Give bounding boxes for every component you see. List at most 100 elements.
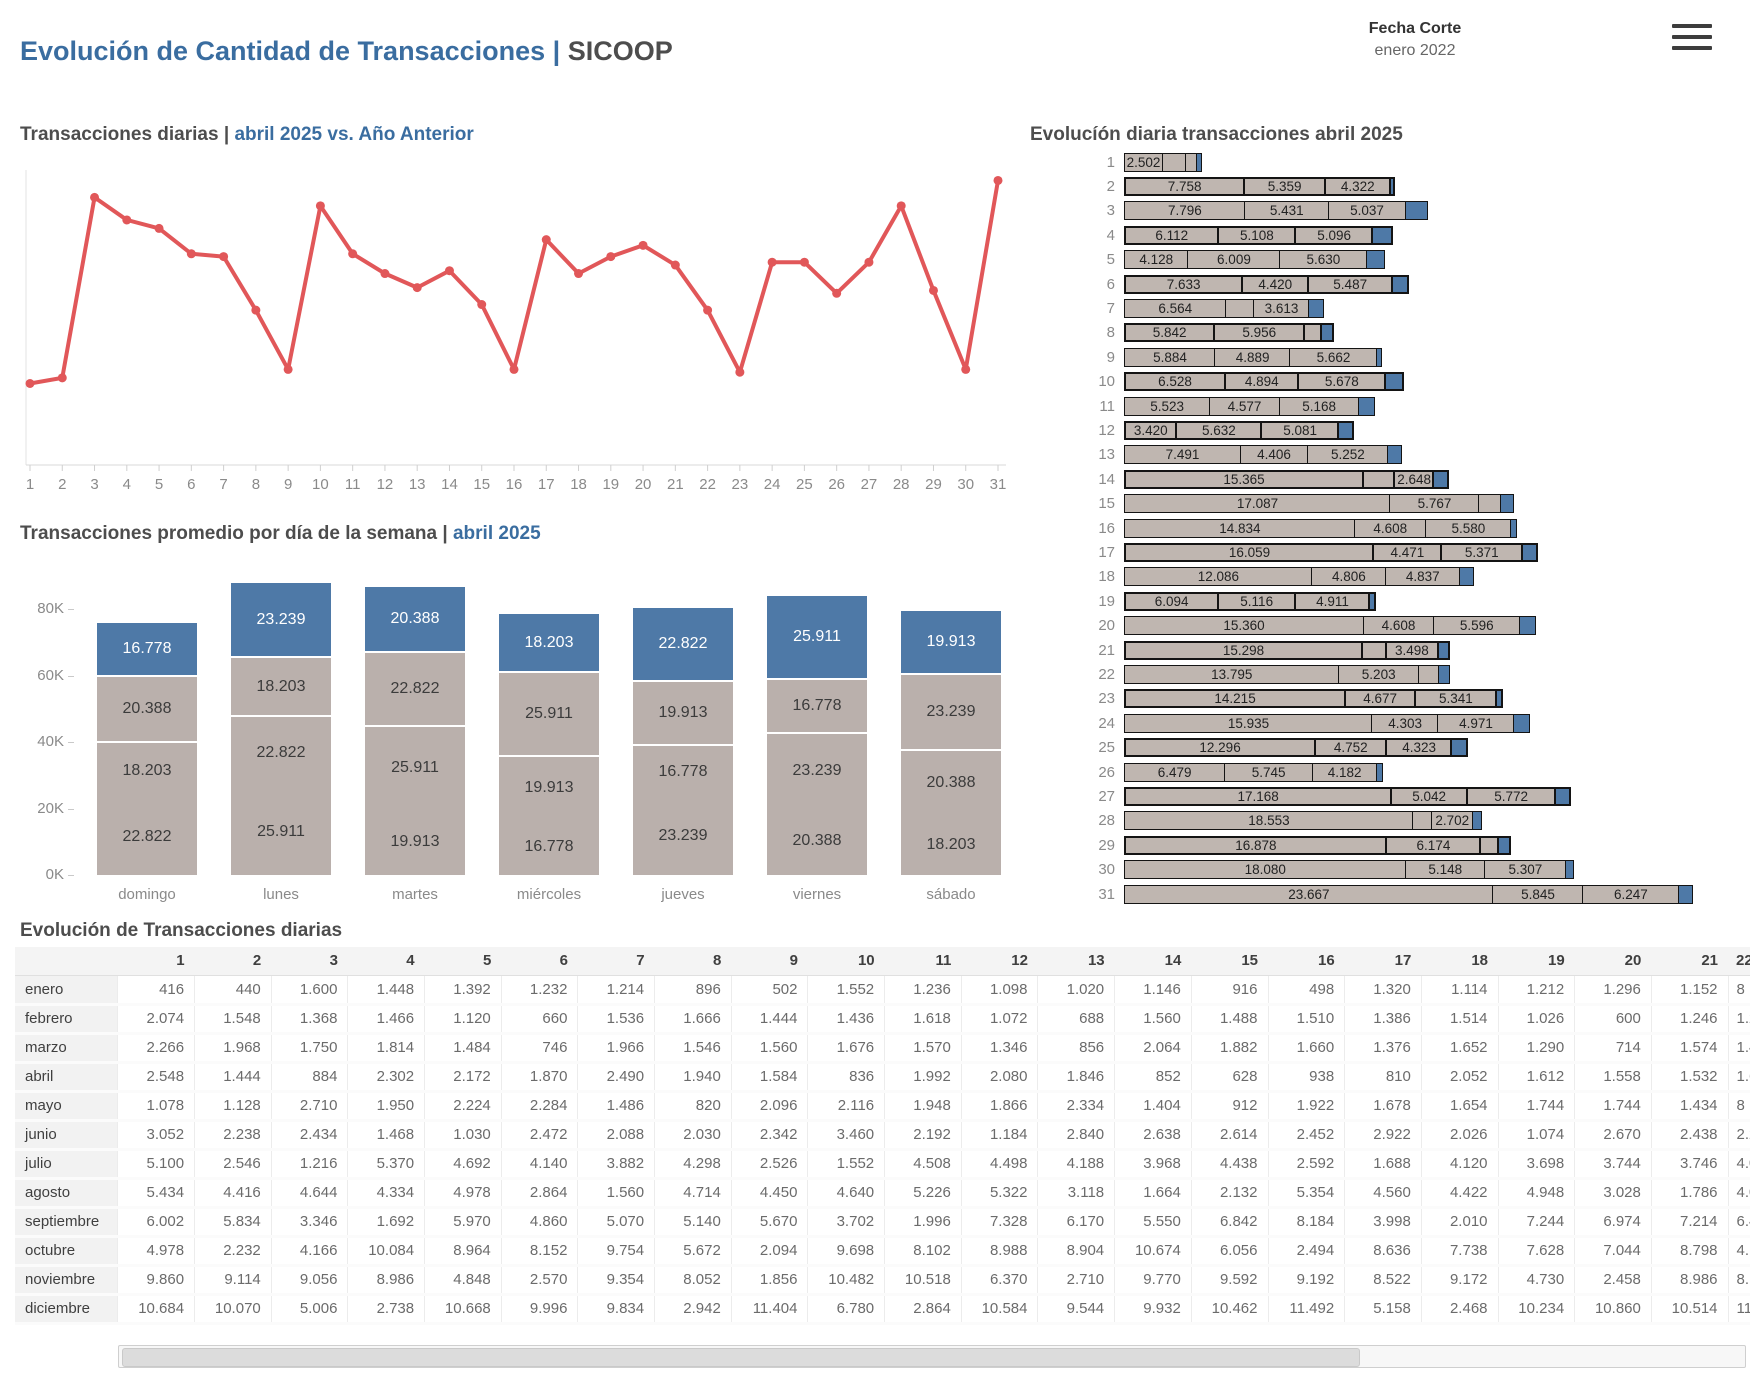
stacked-segment[interactable]: 5.307 [1483,860,1567,880]
stacked-segment[interactable]: 4.420 [1240,274,1310,294]
table-value-cell[interactable]: 10.684 [117,1294,195,1325]
line-point[interactable] [477,300,487,310]
stacked-segment[interactable]: 5.630 [1279,250,1368,270]
stacked-segment[interactable]: 5.168 [1278,396,1360,416]
stacked-segment[interactable]: 7.758 [1124,176,1246,196]
stacked-segment[interactable]: 4.608 [1354,518,1427,538]
table-value-cell[interactable]: 2.094 [730,1236,808,1267]
table-value-cell[interactable]: 852 [1114,1062,1192,1093]
stacked-segment-blue[interactable] [1510,518,1517,538]
weekday-bar-segment[interactable]: 16.778 [499,819,599,875]
table-value-cell[interactable]: 1.948 [884,1091,962,1122]
table-value-cell[interactable]: 1.750 [270,1033,348,1064]
table-value-cell[interactable]: 4.508 [884,1149,962,1180]
table-value-cell[interactable]: 9.354 [577,1265,655,1296]
stacked-segment[interactable]: 5.037 [1327,201,1407,221]
stacked-segment[interactable]: 4.806 [1311,567,1387,587]
stacked-segment[interactable]: 5.523 [1124,396,1211,416]
table-value-cell[interactable]: 5.006 [270,1294,348,1325]
stacked-segment-blue[interactable] [1432,469,1449,489]
weekday-bar-segment[interactable]: 20.388 [97,674,197,741]
stacked-segment[interactable]: 2.648 [1393,469,1435,489]
stacked-segment[interactable]: 7.633 [1124,274,1244,294]
table-value-cell[interactable]: 5.434 [117,1178,195,1209]
table-value-cell[interactable]: 8.052 [654,1265,732,1296]
weekday-bar-segment-blue[interactable]: 22.822 [633,605,733,680]
table-value-cell[interactable]: 9.172 [1420,1265,1499,1296]
weekday-bar-segment[interactable]: 23.239 [901,673,1001,749]
table-value-cell[interactable]: 938 [1267,1062,1345,1093]
table-value-cell[interactable]: 1.484 [424,1033,502,1064]
weekday-bar-segment[interactable]: 22.822 [97,799,197,875]
horizontal-scrollbar[interactable] [118,1345,1746,1368]
table-value-cell[interactable]: 4.422 [1420,1178,1499,1209]
stacked-segment[interactable]: 4.471 [1372,542,1443,562]
table-value-cell[interactable]: 10.070 [194,1294,272,1325]
stacked-segment-blue[interactable] [1368,591,1377,611]
table-value-cell[interactable]: 1.882 [1190,1033,1268,1064]
table-value-cell[interactable]: 4.730 [1497,1265,1575,1296]
table-value-cell[interactable]: 1.870 [500,1062,578,1093]
table-value-cell[interactable]: 1.532 [1650,1062,1729,1093]
table-value-cell[interactable]: 1.612 [1497,1062,1575,1093]
line-point[interactable] [90,192,100,202]
line-point[interactable] [154,223,164,233]
table-value-cell[interactable]: 1.664 [1114,1178,1192,1209]
table-value-cell[interactable]: 1.376 [1344,1033,1422,1064]
table-value-cell[interactable]: 10.084 [347,1236,425,1267]
weekday-bar-segment-blue[interactable]: 25.911 [767,594,867,679]
table-value-cell[interactable]: 1.232 [500,975,578,1006]
table-value-cell[interactable]: 836 [807,1062,885,1093]
line-point[interactable] [412,283,422,293]
table-value-cell[interactable]: 4.948 [1497,1178,1575,1209]
stacked-segment[interactable]: 18.080 [1124,860,1407,880]
stacked-segment[interactable]: 4.577 [1208,396,1281,416]
table-value-cell[interactable]: 4.0 [1727,1149,1750,1180]
line-point[interactable] [896,201,906,211]
table-value-cell[interactable]: 1.786 [1650,1178,1729,1209]
stacked-segment[interactable]: 15.360 [1124,616,1364,636]
stacked-segment[interactable]: 4.889 [1214,347,1291,367]
table-value-cell[interactable]: 8.798 [1650,1236,1729,1267]
weekday-bar-segment-blue[interactable]: 18.203 [499,612,599,671]
table-value-cell[interactable]: 1.744 [1574,1091,1652,1122]
table-value-cell[interactable]: 1.968 [194,1033,272,1064]
table-value-cell[interactable]: 9.056 [270,1265,348,1296]
stacked-segment-blue[interactable] [1553,786,1571,806]
table-value-cell[interactable]: 4.714 [654,1178,732,1209]
table-value-cell[interactable]: 3.698 [1497,1149,1575,1180]
line-point[interactable] [638,240,648,250]
stacked-segment[interactable]: 5.203 [1338,664,1420,684]
table-value-cell[interactable]: 5.672 [654,1236,732,1267]
table-value-cell[interactable]: 4.450 [730,1178,808,1209]
table-value-cell[interactable]: 9.932 [1114,1294,1192,1325]
table-value-cell[interactable]: 9.770 [1114,1265,1192,1296]
table-value-cell[interactable]: 7.214 [1650,1207,1729,1238]
table-value-cell[interactable]: 1.866 [960,1091,1038,1122]
table-value-cell[interactable]: 2.074 [117,1004,195,1035]
table-value-cell[interactable]: 9.754 [577,1236,655,1267]
weekday-bar-segment[interactable]: 16.778 [633,743,733,798]
table-value-cell[interactable]: 2.738 [347,1294,425,1325]
line-point[interactable] [25,379,35,388]
table-value-cell[interactable]: 4.334 [347,1178,425,1209]
table-value-cell[interactable]: 5.550 [1114,1207,1192,1238]
table-value-cell[interactable]: 916 [1190,975,1268,1006]
weekday-bar-segment[interactable]: 18.203 [901,814,1001,875]
table-value-cell[interactable]: 1.246 [1650,1004,1729,1035]
stacked-segment[interactable]: 13.795 [1124,664,1340,684]
weekday-bar-segment-blue[interactable]: 16.778 [97,621,197,675]
stacked-segment[interactable]: 4.128 [1124,250,1189,270]
stacked-segment-blue[interactable] [1376,347,1383,367]
table-value-cell[interactable]: 1.678 [1344,1091,1422,1122]
weekday-bar-segment[interactable]: 16.778 [767,678,867,732]
table-value-cell[interactable]: 2.710 [270,1091,348,1122]
stacked-segment[interactable]: 2.702 [1431,811,1474,831]
table-value-cell[interactable]: 6.170 [1037,1207,1115,1238]
line-point[interactable] [315,201,325,211]
table-value-cell[interactable]: 2.096 [730,1091,808,1122]
stacked-segment[interactable]: 5.341 [1414,689,1498,709]
table-value-cell[interactable]: 8.102 [884,1236,962,1267]
table-value-cell[interactable]: 1.552 [807,1149,885,1180]
table-value-cell[interactable]: 8.986 [1650,1265,1729,1296]
